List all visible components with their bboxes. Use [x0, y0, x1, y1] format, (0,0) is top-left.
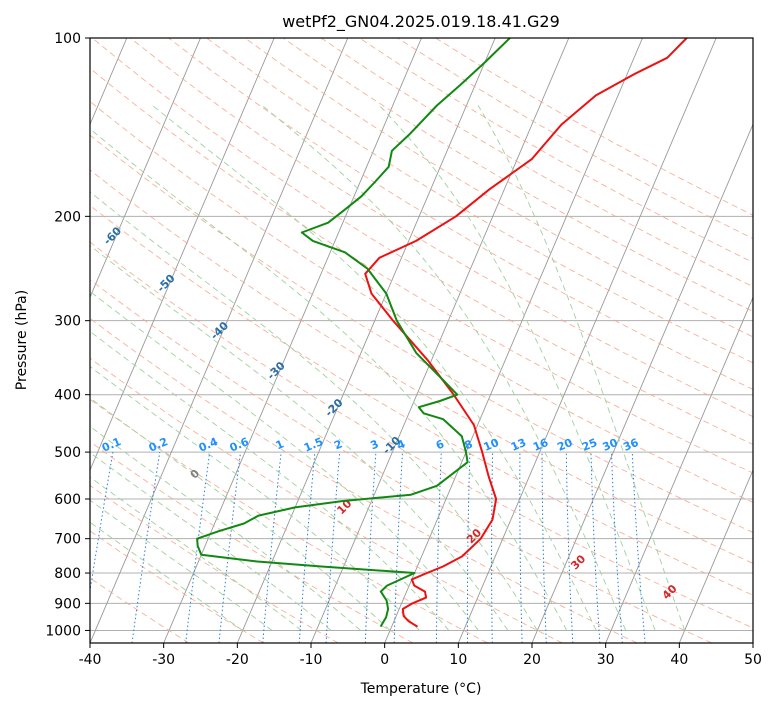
y-tick-label: 300 — [54, 314, 81, 330]
dry-adiabat-line — [282, 38, 753, 312]
mixing-ratio-label: 25 — [580, 436, 599, 454]
dry-adiabat-line — [90, 134, 753, 533]
moist-adiabat-line — [477, 105, 686, 631]
isotherm-line — [531, 123, 753, 643]
x-tick-label: 50 — [744, 652, 762, 668]
y-axis-title: Pressure (hPa) — [14, 290, 30, 390]
x-tick-label: -30 — [152, 652, 175, 668]
background-lines — [90, 38, 753, 643]
mixing-ratio-line — [90, 452, 114, 594]
profiles — [196, 38, 688, 628]
y-tick-label: 600 — [54, 492, 81, 508]
dry-adiabat-line — [244, 38, 753, 338]
dry-adiabat-line — [90, 530, 264, 643]
moist-adiabat-line — [90, 425, 361, 631]
mixing-ratio-line — [185, 452, 211, 643]
x-axis-title: Temperature (°C) — [360, 681, 482, 697]
x-tick-label: 40 — [670, 652, 688, 668]
x-tick-label: 0 — [380, 652, 389, 668]
dewpoint-line — [196, 38, 511, 628]
dry-adiabat-line — [130, 38, 753, 418]
dry-adiabat-line — [90, 100, 753, 503]
x-tick-label: -10 — [300, 652, 323, 668]
moist-adiabat-line — [261, 105, 627, 631]
x-tick-label: 30 — [597, 652, 615, 668]
dry-adiabat-line — [90, 204, 753, 596]
temperature-line — [364, 38, 688, 628]
isotherm-line — [605, 296, 753, 643]
mixing-ratio-line — [131, 452, 161, 643]
isotherm-line — [90, 38, 275, 472]
dry-adiabat-line — [90, 169, 753, 564]
y-tick-label: 800 — [54, 566, 81, 582]
moist-adiabat-line — [379, 105, 656, 631]
y-tick-label: 200 — [54, 209, 81, 225]
mixing-ratio-label: 30 — [601, 436, 620, 454]
y-tick-label: 700 — [54, 532, 81, 548]
x-tick-label: 20 — [523, 652, 541, 668]
moist-adiabat-line — [90, 499, 273, 631]
mixing-ratio-line — [298, 452, 316, 643]
isotherm-line — [90, 38, 201, 299]
chart-title: wetPf2_GN04.2025.019.18.41.G29 — [282, 12, 560, 32]
moist-adiabat-line — [90, 330, 450, 631]
moist-adiabat-line — [152, 105, 597, 631]
mixing-ratio-line — [631, 452, 646, 643]
y-tick-label: 1000 — [45, 623, 81, 639]
x-tick-label: 10 — [449, 652, 467, 668]
y-tick-label: 900 — [54, 596, 81, 612]
y-tick-label: 100 — [54, 31, 81, 47]
mixing-ratio-label: 16 — [531, 436, 550, 454]
mixing-ratio-line — [218, 452, 241, 643]
mixing-ratio-line — [262, 452, 282, 643]
dry-adiabat-line — [90, 484, 339, 643]
isotherm-line — [163, 38, 422, 643]
axes: -40 -30 -20 -10 0 10 20 30 40 50 1000 900 800 700 600 5… — [45, 31, 762, 668]
isotherm-line — [236, 38, 496, 643]
mixing-ratio-label: 10 — [482, 436, 501, 454]
moist-adiabat-line — [90, 476, 302, 631]
mixing-ratio-label: 13 — [509, 436, 528, 454]
isotherm-line — [90, 38, 349, 643]
y-tick-label: 400 — [54, 388, 81, 404]
y-tick-label: 500 — [54, 445, 81, 461]
dry-adiabat-line — [168, 38, 753, 390]
moist-adiabat-line — [90, 452, 332, 631]
moist-adiabat-line — [90, 290, 479, 631]
moist-adiabat-line — [90, 521, 243, 631]
isotherm-line — [457, 38, 717, 643]
dry-adiabat-line — [90, 279, 712, 643]
mixing-ratio-label: 20 — [555, 436, 574, 454]
x-tick-label: -20 — [226, 652, 249, 668]
isotherm-line — [384, 38, 643, 643]
x-tick-label: -40 — [79, 652, 102, 668]
isotherm-line — [678, 468, 753, 643]
dry-adiabat-line — [90, 357, 563, 643]
dry-adiabat-line — [92, 38, 753, 445]
moist-adiabat-line — [90, 191, 538, 631]
moist-adiabat-line — [90, 128, 568, 631]
plot-area — [90, 38, 753, 643]
mixing-ratio-label: 36 — [621, 436, 640, 454]
dry-adiabat-line — [90, 241, 753, 629]
plot-frame — [89, 37, 754, 644]
moist-adiabat-line — [90, 244, 509, 631]
